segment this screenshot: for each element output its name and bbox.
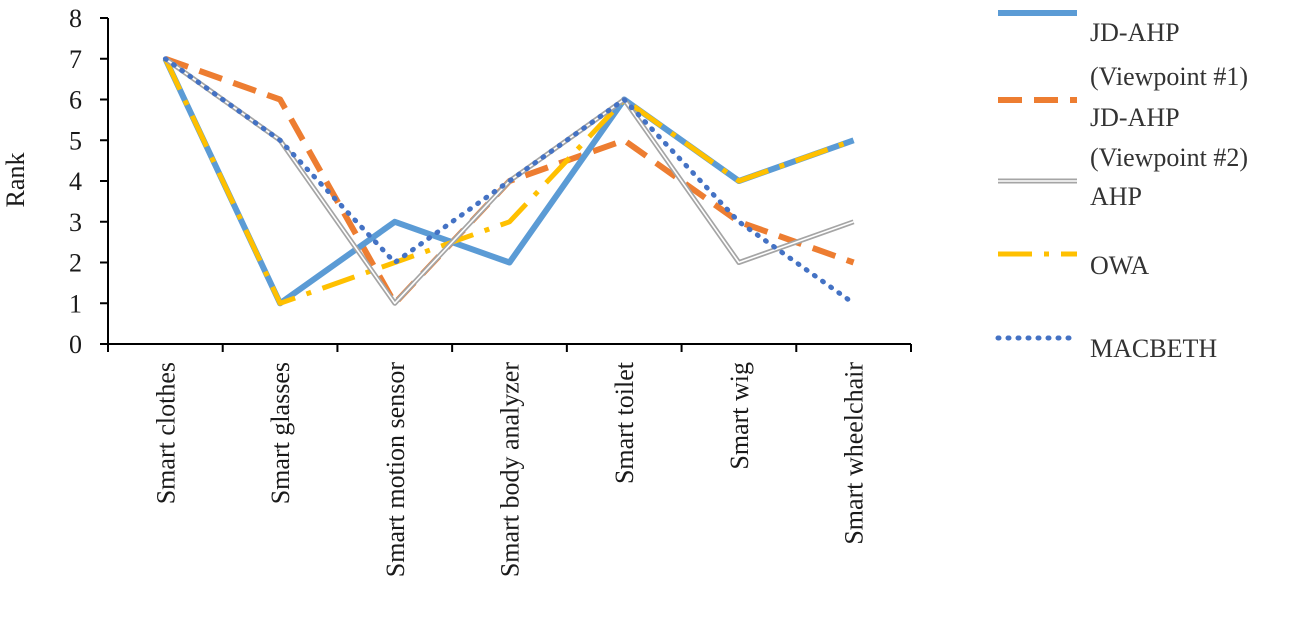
y-tick-label: 5 (69, 126, 82, 155)
y-tick-label: 4 (69, 167, 82, 196)
legend: JD-AHP (Viewpoint #1) JD-AHP (Viewpoint #2)… (995, 10, 1248, 363)
x-tick-label: Smart glasses (266, 362, 295, 504)
legend-label-macbeth: MACBETH (1090, 334, 1217, 363)
legend-label-owa: OWA (1090, 251, 1149, 280)
legend-label-jd-ahp-viewpoint-2: JD-AHP (1090, 103, 1180, 132)
y-axis: 0 1 2 3 4 5 6 7 8 (69, 4, 109, 359)
y-tick-label: 8 (69, 4, 82, 33)
x-tick-label: Smart motion sensor (381, 362, 410, 578)
y-tick-label: 0 (69, 330, 82, 359)
legend-label-jd-ahp-viewpoint-2: (Viewpoint #2) (1090, 143, 1248, 172)
legend-label-ahp: AHP (1090, 182, 1142, 211)
x-axis: Smart clothes Smart glasses Smart motion s… (107, 343, 912, 578)
y-tick-label: 3 (69, 208, 82, 237)
y-tick-label: 7 (69, 45, 82, 74)
x-tick-label: Smart wig (725, 362, 754, 470)
y-tick-label: 1 (69, 289, 82, 318)
plot-area (162, 55, 857, 307)
y-tick-label: 2 (69, 249, 82, 278)
x-tick-label: Smart wheelchair (840, 362, 869, 545)
y-axis-title: Rank (1, 153, 30, 208)
legend-label-jd-ahp-viewpoint-1: JD-AHP (1090, 18, 1180, 47)
series-line-owa (163, 57, 855, 306)
x-tick-label: Smart body analyzer (496, 362, 525, 577)
y-tick-label: 6 (69, 86, 82, 115)
x-tick-label: Smart clothes (151, 362, 180, 504)
series-line-macbeth (162, 56, 857, 306)
x-tick-label: Smart toilet (610, 361, 639, 484)
legend-label-jd-ahp-viewpoint-1: (Viewpoint #1) (1090, 62, 1248, 91)
